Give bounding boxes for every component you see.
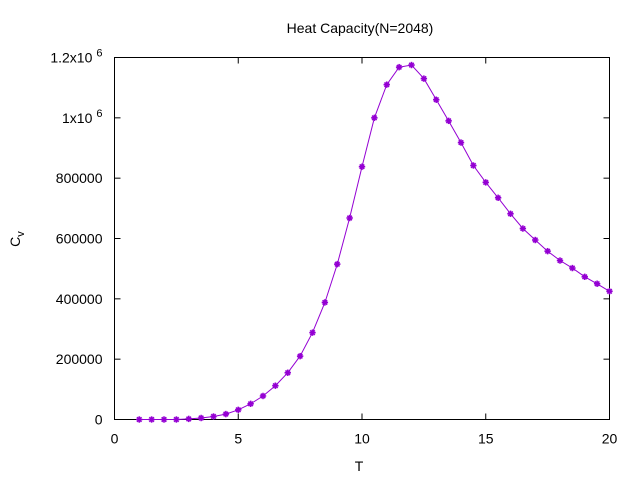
data-point bbox=[433, 96, 440, 103]
y-tick-label-base: 600000 bbox=[56, 231, 103, 247]
data-point bbox=[346, 214, 353, 222]
data-point bbox=[532, 236, 539, 244]
y-tick-label: 0 bbox=[95, 412, 103, 428]
data-point bbox=[569, 264, 576, 272]
data-point bbox=[457, 139, 465, 146]
y-tick-label: 600000 bbox=[56, 231, 103, 247]
y-tick-label: 1x10 6 bbox=[62, 108, 102, 126]
data-point bbox=[420, 75, 428, 82]
data-point bbox=[321, 299, 329, 306]
x-tick-label: 0 bbox=[111, 431, 119, 447]
y-tick-label-base: 400000 bbox=[56, 291, 103, 307]
data-point bbox=[284, 369, 291, 376]
y-tick-label-exponent: 6 bbox=[96, 48, 102, 60]
data-point bbox=[210, 413, 217, 420]
data-point bbox=[173, 416, 180, 423]
x-tick-label: 15 bbox=[478, 431, 494, 447]
y-tick-label-exponent: 6 bbox=[96, 108, 102, 120]
data-point bbox=[358, 163, 366, 170]
x-tick-label: 20 bbox=[602, 431, 618, 447]
y-tick-label-base: 200000 bbox=[56, 351, 103, 367]
data-point bbox=[482, 179, 489, 186]
x-tick-label: 5 bbox=[234, 431, 242, 447]
data-point bbox=[185, 415, 192, 423]
data-point bbox=[408, 61, 415, 69]
chart-title: Heat Capacity(N=2048) bbox=[287, 20, 434, 36]
y-tick-label-base: 800000 bbox=[56, 170, 103, 186]
data-point bbox=[197, 414, 205, 422]
series-cv bbox=[136, 61, 613, 423]
y-tick-label: 400000 bbox=[56, 291, 103, 307]
data-point bbox=[470, 162, 477, 169]
data-point bbox=[507, 210, 514, 217]
y-tick-label: 200000 bbox=[56, 351, 103, 367]
data-point bbox=[581, 273, 588, 281]
x-tick-label: 10 bbox=[354, 431, 370, 447]
data-point bbox=[606, 288, 613, 295]
y-tick-label-base: 0 bbox=[95, 412, 103, 428]
x-axis-label: T bbox=[355, 458, 364, 474]
data-point bbox=[593, 280, 601, 287]
data-point bbox=[309, 329, 316, 336]
y-tick-label-base: 1.2x10 bbox=[50, 50, 92, 66]
data-point bbox=[136, 416, 143, 423]
y-axis-label: Cv bbox=[7, 231, 27, 247]
data-point bbox=[334, 260, 341, 268]
data-point bbox=[494, 194, 502, 201]
data-point bbox=[371, 114, 378, 122]
data-point bbox=[544, 247, 551, 255]
data-point bbox=[247, 400, 254, 408]
x-axis: 0 5 10 15 20 bbox=[111, 57, 618, 447]
data-point bbox=[222, 410, 230, 418]
data-point bbox=[556, 257, 564, 264]
data-point bbox=[395, 63, 403, 71]
data-point bbox=[296, 352, 304, 360]
data-point bbox=[272, 382, 279, 389]
y-axis-label-main: C bbox=[7, 237, 23, 247]
data-point bbox=[235, 406, 242, 414]
data-point bbox=[148, 416, 155, 423]
y-tick-label: 800000 bbox=[56, 170, 103, 186]
y-tick-label-base: 1x10 bbox=[62, 110, 93, 126]
data-point bbox=[445, 117, 452, 125]
data-point bbox=[160, 416, 168, 423]
data-point bbox=[519, 225, 527, 232]
data-point bbox=[259, 392, 267, 400]
y-axis-label-sub: v bbox=[15, 231, 27, 237]
y-tick-label: 1.2x10 6 bbox=[50, 48, 102, 66]
data-point bbox=[383, 81, 390, 88]
